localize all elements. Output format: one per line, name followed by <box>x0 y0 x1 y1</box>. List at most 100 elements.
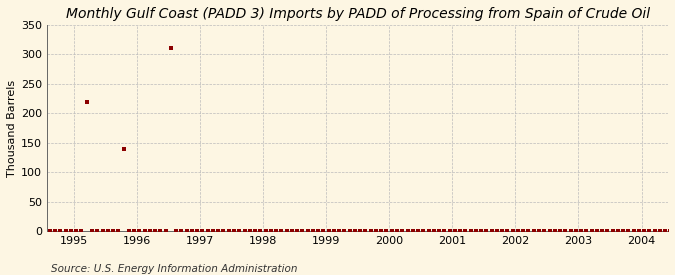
Point <box>660 229 671 233</box>
Point <box>292 229 302 233</box>
Point <box>381 229 392 233</box>
Point <box>45 229 55 233</box>
Point <box>549 229 560 233</box>
Point <box>412 229 423 233</box>
Point <box>339 229 350 233</box>
Point <box>365 229 376 233</box>
Point <box>329 229 340 233</box>
Point <box>344 229 355 233</box>
Point <box>602 229 613 233</box>
Point <box>455 229 466 233</box>
Point <box>576 229 587 233</box>
Point <box>124 229 134 233</box>
Point <box>113 229 124 233</box>
Point <box>397 229 408 233</box>
Point <box>265 229 276 233</box>
Point <box>476 229 487 233</box>
Point <box>276 229 287 233</box>
Point <box>71 229 82 233</box>
Point <box>107 229 118 233</box>
Title: Monthly Gulf Coast (PADD 3) Imports by PADD of Processing from Spain of Crude Oi: Monthly Gulf Coast (PADD 3) Imports by P… <box>65 7 649 21</box>
Point <box>497 229 508 233</box>
Point <box>634 229 645 233</box>
Point <box>639 229 649 233</box>
Point <box>665 229 675 233</box>
Point <box>86 229 97 233</box>
Point <box>29 229 40 233</box>
Point <box>213 229 223 233</box>
Point <box>618 229 628 233</box>
Point <box>223 229 234 233</box>
Point <box>350 229 360 233</box>
Point <box>39 229 50 233</box>
Point <box>565 229 576 233</box>
Point <box>465 229 476 233</box>
Point <box>402 229 413 233</box>
Point <box>182 229 192 233</box>
Point <box>518 229 529 233</box>
Point <box>318 229 329 233</box>
Point <box>308 229 319 233</box>
Point <box>34 229 45 233</box>
Point <box>628 229 639 233</box>
Point <box>97 229 108 233</box>
Point <box>24 229 34 233</box>
Point <box>144 229 155 233</box>
Point <box>297 229 308 233</box>
Point <box>355 229 366 233</box>
Point <box>186 229 197 233</box>
Point <box>234 229 244 233</box>
Point <box>460 229 470 233</box>
Point <box>250 229 261 233</box>
Point <box>313 229 323 233</box>
Point <box>386 229 397 233</box>
Point <box>55 229 66 233</box>
Point <box>434 229 445 233</box>
Point <box>165 46 176 51</box>
Point <box>560 229 570 233</box>
Point <box>491 229 502 233</box>
Point <box>160 229 171 233</box>
Point <box>649 229 660 233</box>
Point <box>581 229 592 233</box>
Point <box>150 229 161 233</box>
Point <box>197 229 208 233</box>
Point <box>134 229 144 233</box>
Point <box>597 229 608 233</box>
Point <box>608 229 618 233</box>
Text: Source: U.S. Energy Information Administration: Source: U.S. Energy Information Administ… <box>51 264 297 274</box>
Point <box>192 229 202 233</box>
Point <box>260 229 271 233</box>
Point <box>623 229 634 233</box>
Point <box>18 229 29 233</box>
Point <box>360 229 371 233</box>
Point <box>229 229 240 233</box>
Point <box>444 229 455 233</box>
Point <box>171 229 182 233</box>
Point <box>534 229 545 233</box>
Point <box>539 229 549 233</box>
Point <box>670 229 675 233</box>
Point <box>202 229 213 233</box>
Point <box>439 229 450 233</box>
Point <box>82 99 92 104</box>
Point <box>591 229 602 233</box>
Point <box>65 229 76 233</box>
Point <box>570 229 581 233</box>
Point <box>155 229 166 233</box>
Point <box>450 229 460 233</box>
Point <box>60 229 71 233</box>
Point <box>239 229 250 233</box>
Point <box>333 229 344 233</box>
Point <box>7 229 18 233</box>
Point <box>92 229 103 233</box>
Point <box>13 229 24 233</box>
Point <box>423 229 434 233</box>
Point <box>502 229 513 233</box>
Point <box>176 229 187 233</box>
Point <box>555 229 566 233</box>
Point <box>129 229 140 233</box>
Point <box>371 229 381 233</box>
Point <box>50 229 61 233</box>
Point <box>392 229 402 233</box>
